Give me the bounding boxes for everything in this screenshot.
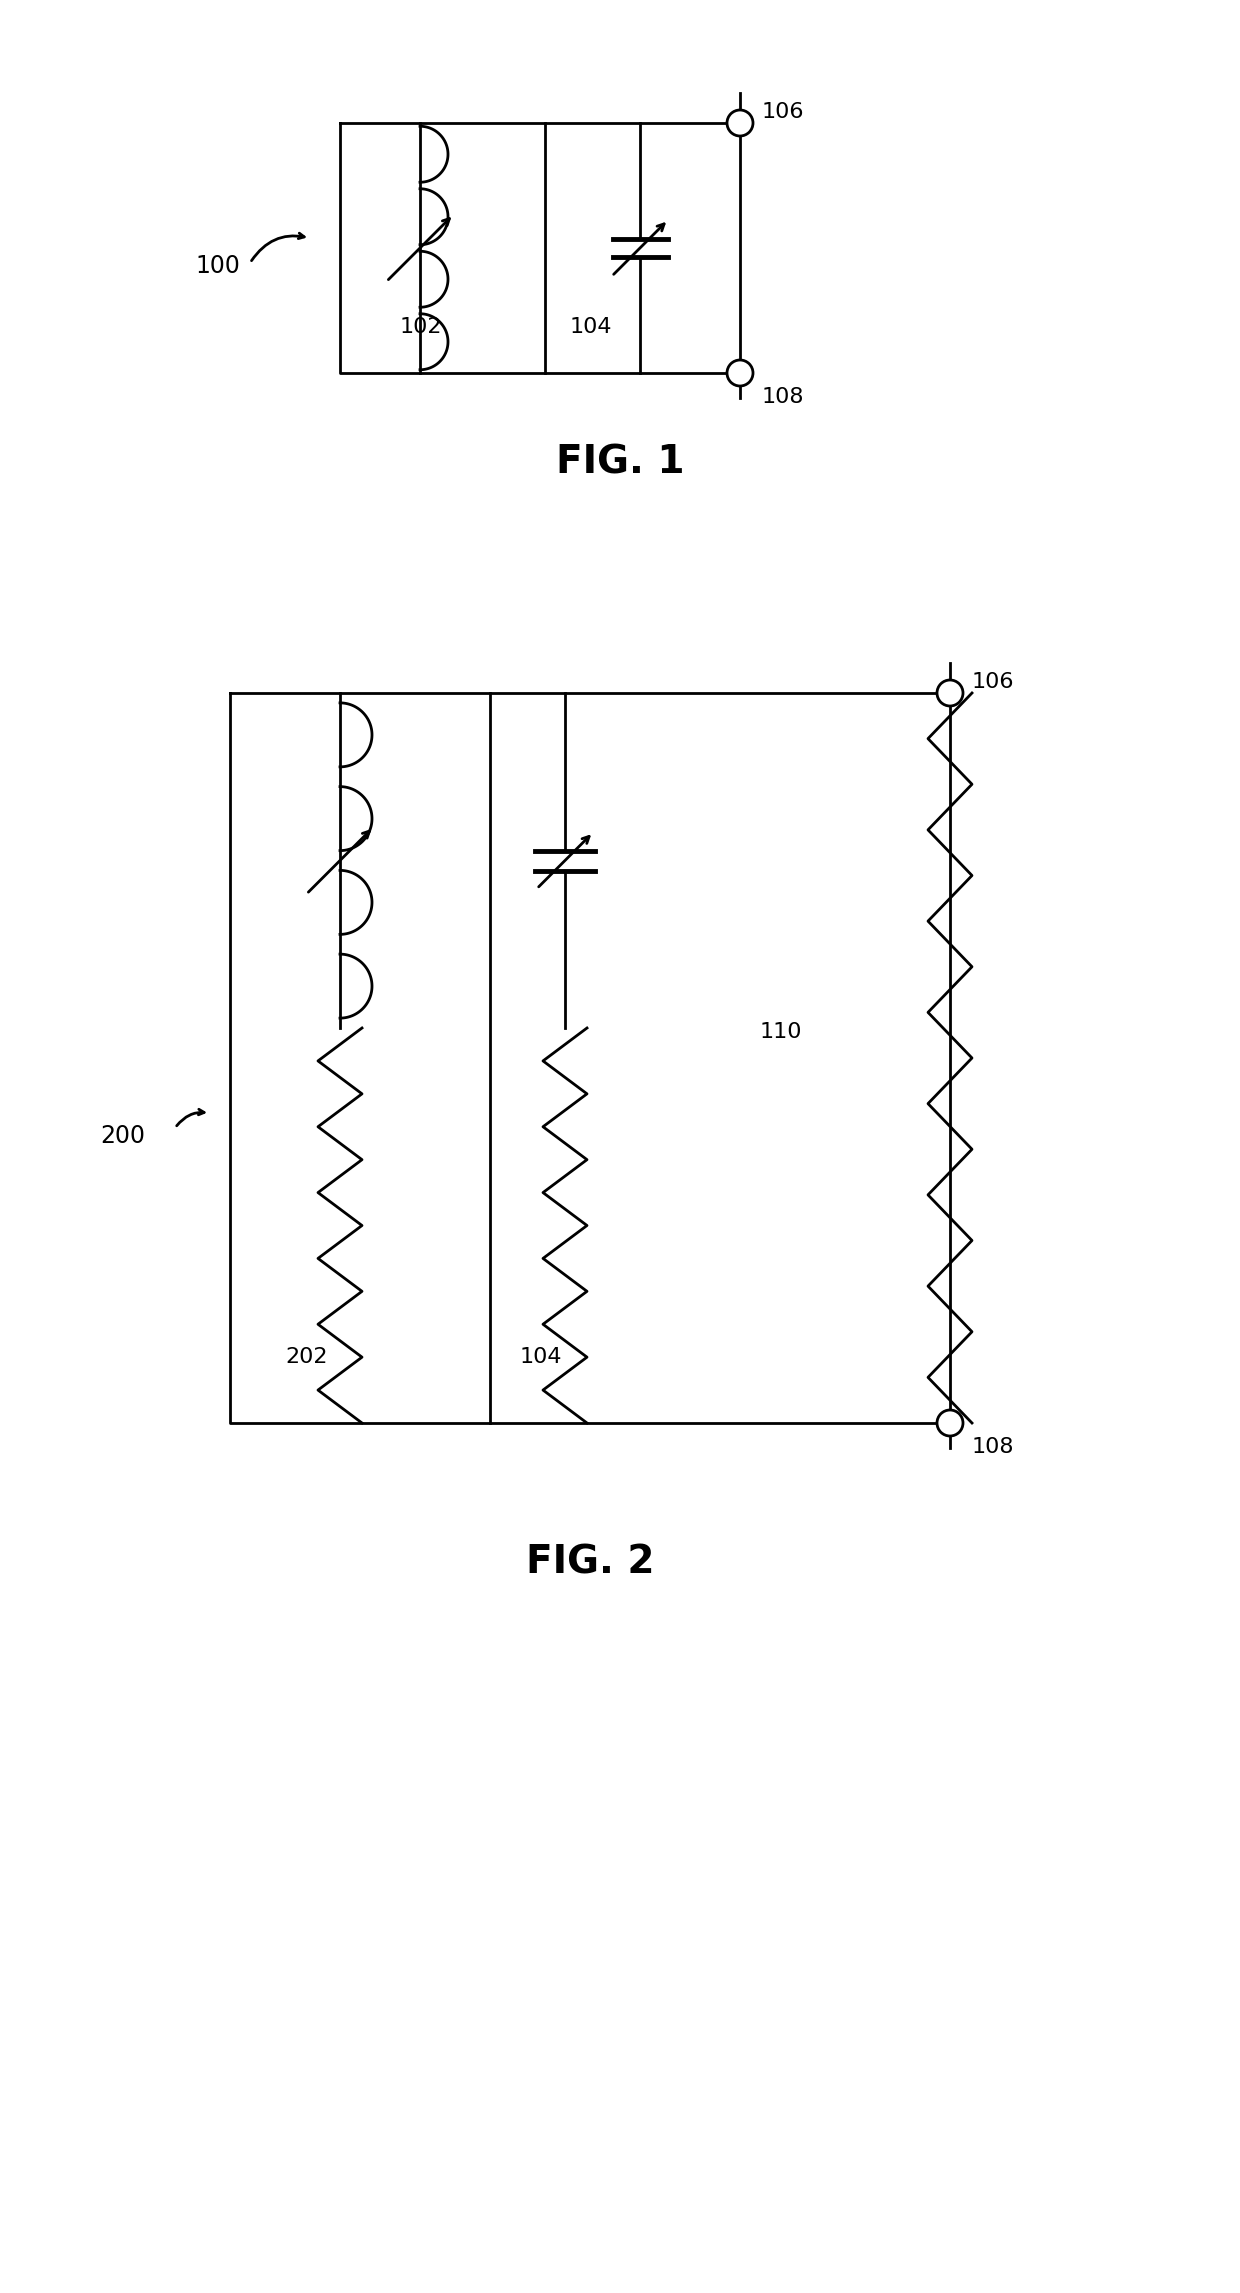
Circle shape	[937, 681, 963, 706]
Text: 104: 104	[520, 1346, 563, 1367]
Text: FIG. 2: FIG. 2	[526, 1543, 655, 1580]
Text: 200: 200	[100, 1124, 145, 1149]
Text: 100: 100	[195, 255, 239, 277]
Text: FIG. 1: FIG. 1	[556, 443, 684, 482]
Text: 108: 108	[763, 388, 805, 406]
Text: 102: 102	[401, 316, 443, 337]
Text: 108: 108	[972, 1438, 1014, 1456]
Circle shape	[727, 360, 753, 385]
Text: 106: 106	[763, 101, 805, 122]
Text: 104: 104	[570, 316, 613, 337]
Text: 110: 110	[760, 1023, 802, 1041]
Text: 106: 106	[972, 672, 1014, 692]
Circle shape	[937, 1410, 963, 1435]
Text: 202: 202	[285, 1346, 327, 1367]
Circle shape	[727, 110, 753, 135]
